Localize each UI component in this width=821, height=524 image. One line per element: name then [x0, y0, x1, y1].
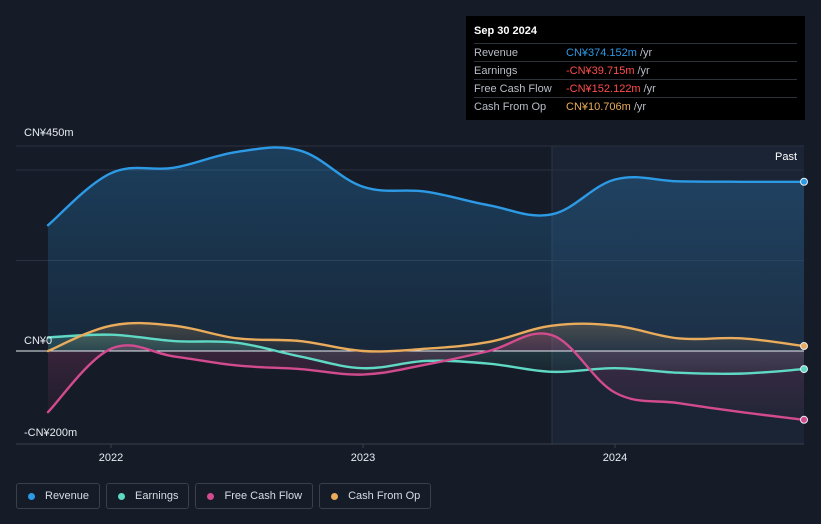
legend-label: Earnings: [135, 490, 179, 502]
endpoint-marker: [800, 342, 808, 351]
tooltip-date: Sep 30 2024: [474, 25, 537, 37]
tooltip-row-revenue: Revenue CN¥374.152m /yr: [474, 43, 797, 61]
x-axis-labels: 2022 2023 2024: [99, 444, 627, 464]
series-area-revenue: [48, 147, 804, 351]
series-line-free-cash-flow: [46, 332, 806, 421]
legend: Revenue Earnings Free Cash Flow Cash Fro…: [16, 483, 432, 509]
tooltip-value: CN¥374.152m: [566, 46, 637, 59]
y-tick-label: CN¥450m: [24, 127, 74, 139]
tooltip-label: Revenue: [474, 46, 519, 59]
series-areas: [48, 147, 804, 420]
tooltip-unit: /yr: [637, 64, 650, 77]
tooltip-value: -CN¥39.715m: [566, 64, 635, 77]
legend-dot-icon: [118, 492, 126, 500]
past-label: Past: [775, 151, 797, 163]
legend-item-free-cash-flow[interactable]: Free Cash Flow: [195, 483, 314, 509]
tooltip-value: -CN¥152.122m: [566, 82, 641, 95]
tooltip-row-free-cash-flow: Free Cash Flow -CN¥152.122m /yr: [474, 79, 797, 97]
y-axis-labels: CN¥450m CN¥0 -CN¥200m: [24, 127, 77, 439]
legend-item-revenue[interactable]: Revenue: [16, 483, 101, 509]
series-endpoints: [800, 177, 808, 424]
legend-dot-icon: [28, 492, 35, 500]
tooltip-label: Free Cash Flow: [474, 82, 552, 95]
endpoint-marker: [800, 365, 808, 374]
series-line-earnings: [46, 333, 806, 376]
x-tick-label: 2022: [99, 452, 123, 464]
series-line-cash-from-op: [46, 321, 806, 353]
tooltip-row-earnings: Earnings -CN¥39.715m /yr: [474, 61, 797, 79]
legend-label: Free Cash Flow: [224, 490, 303, 502]
legend-label: Cash From Op: [348, 490, 421, 502]
endpoint-marker: [800, 177, 808, 186]
tooltip-label: Earnings: [474, 64, 518, 77]
y-tick-label: CN¥0: [24, 335, 52, 347]
tooltip-unit: /yr: [639, 46, 653, 59]
tooltip-unit: /yr: [643, 82, 656, 95]
series-area-free-cash-flow: [48, 333, 804, 420]
x-tick-label: 2024: [603, 452, 627, 464]
legend-item-cash-from-op[interactable]: Cash From Op: [319, 483, 432, 509]
tooltip: Sep 30 2024 Revenue CN¥374.152m /yr Earn…: [466, 16, 805, 120]
legend-dot-icon: [331, 492, 339, 500]
y-tick-label: -CN¥200m: [24, 427, 77, 439]
tooltip-label: Cash From Op: [474, 100, 547, 113]
series-line-revenue: [46, 146, 806, 227]
tooltip-row-cash-from-op: Cash From Op CN¥10.706m /yr: [474, 97, 797, 115]
x-tick-label: 2023: [351, 452, 375, 464]
endpoint-marker: [800, 415, 808, 424]
legend-item-earnings[interactable]: Earnings: [106, 483, 190, 509]
legend-label: Revenue: [45, 490, 90, 502]
series-area-cash-from-op: [48, 323, 804, 352]
tooltip-value: CN¥10.706m: [566, 100, 631, 113]
series-lines: [46, 146, 806, 421]
legend-dot-icon: [207, 492, 215, 500]
tooltip-unit: /yr: [633, 100, 647, 113]
